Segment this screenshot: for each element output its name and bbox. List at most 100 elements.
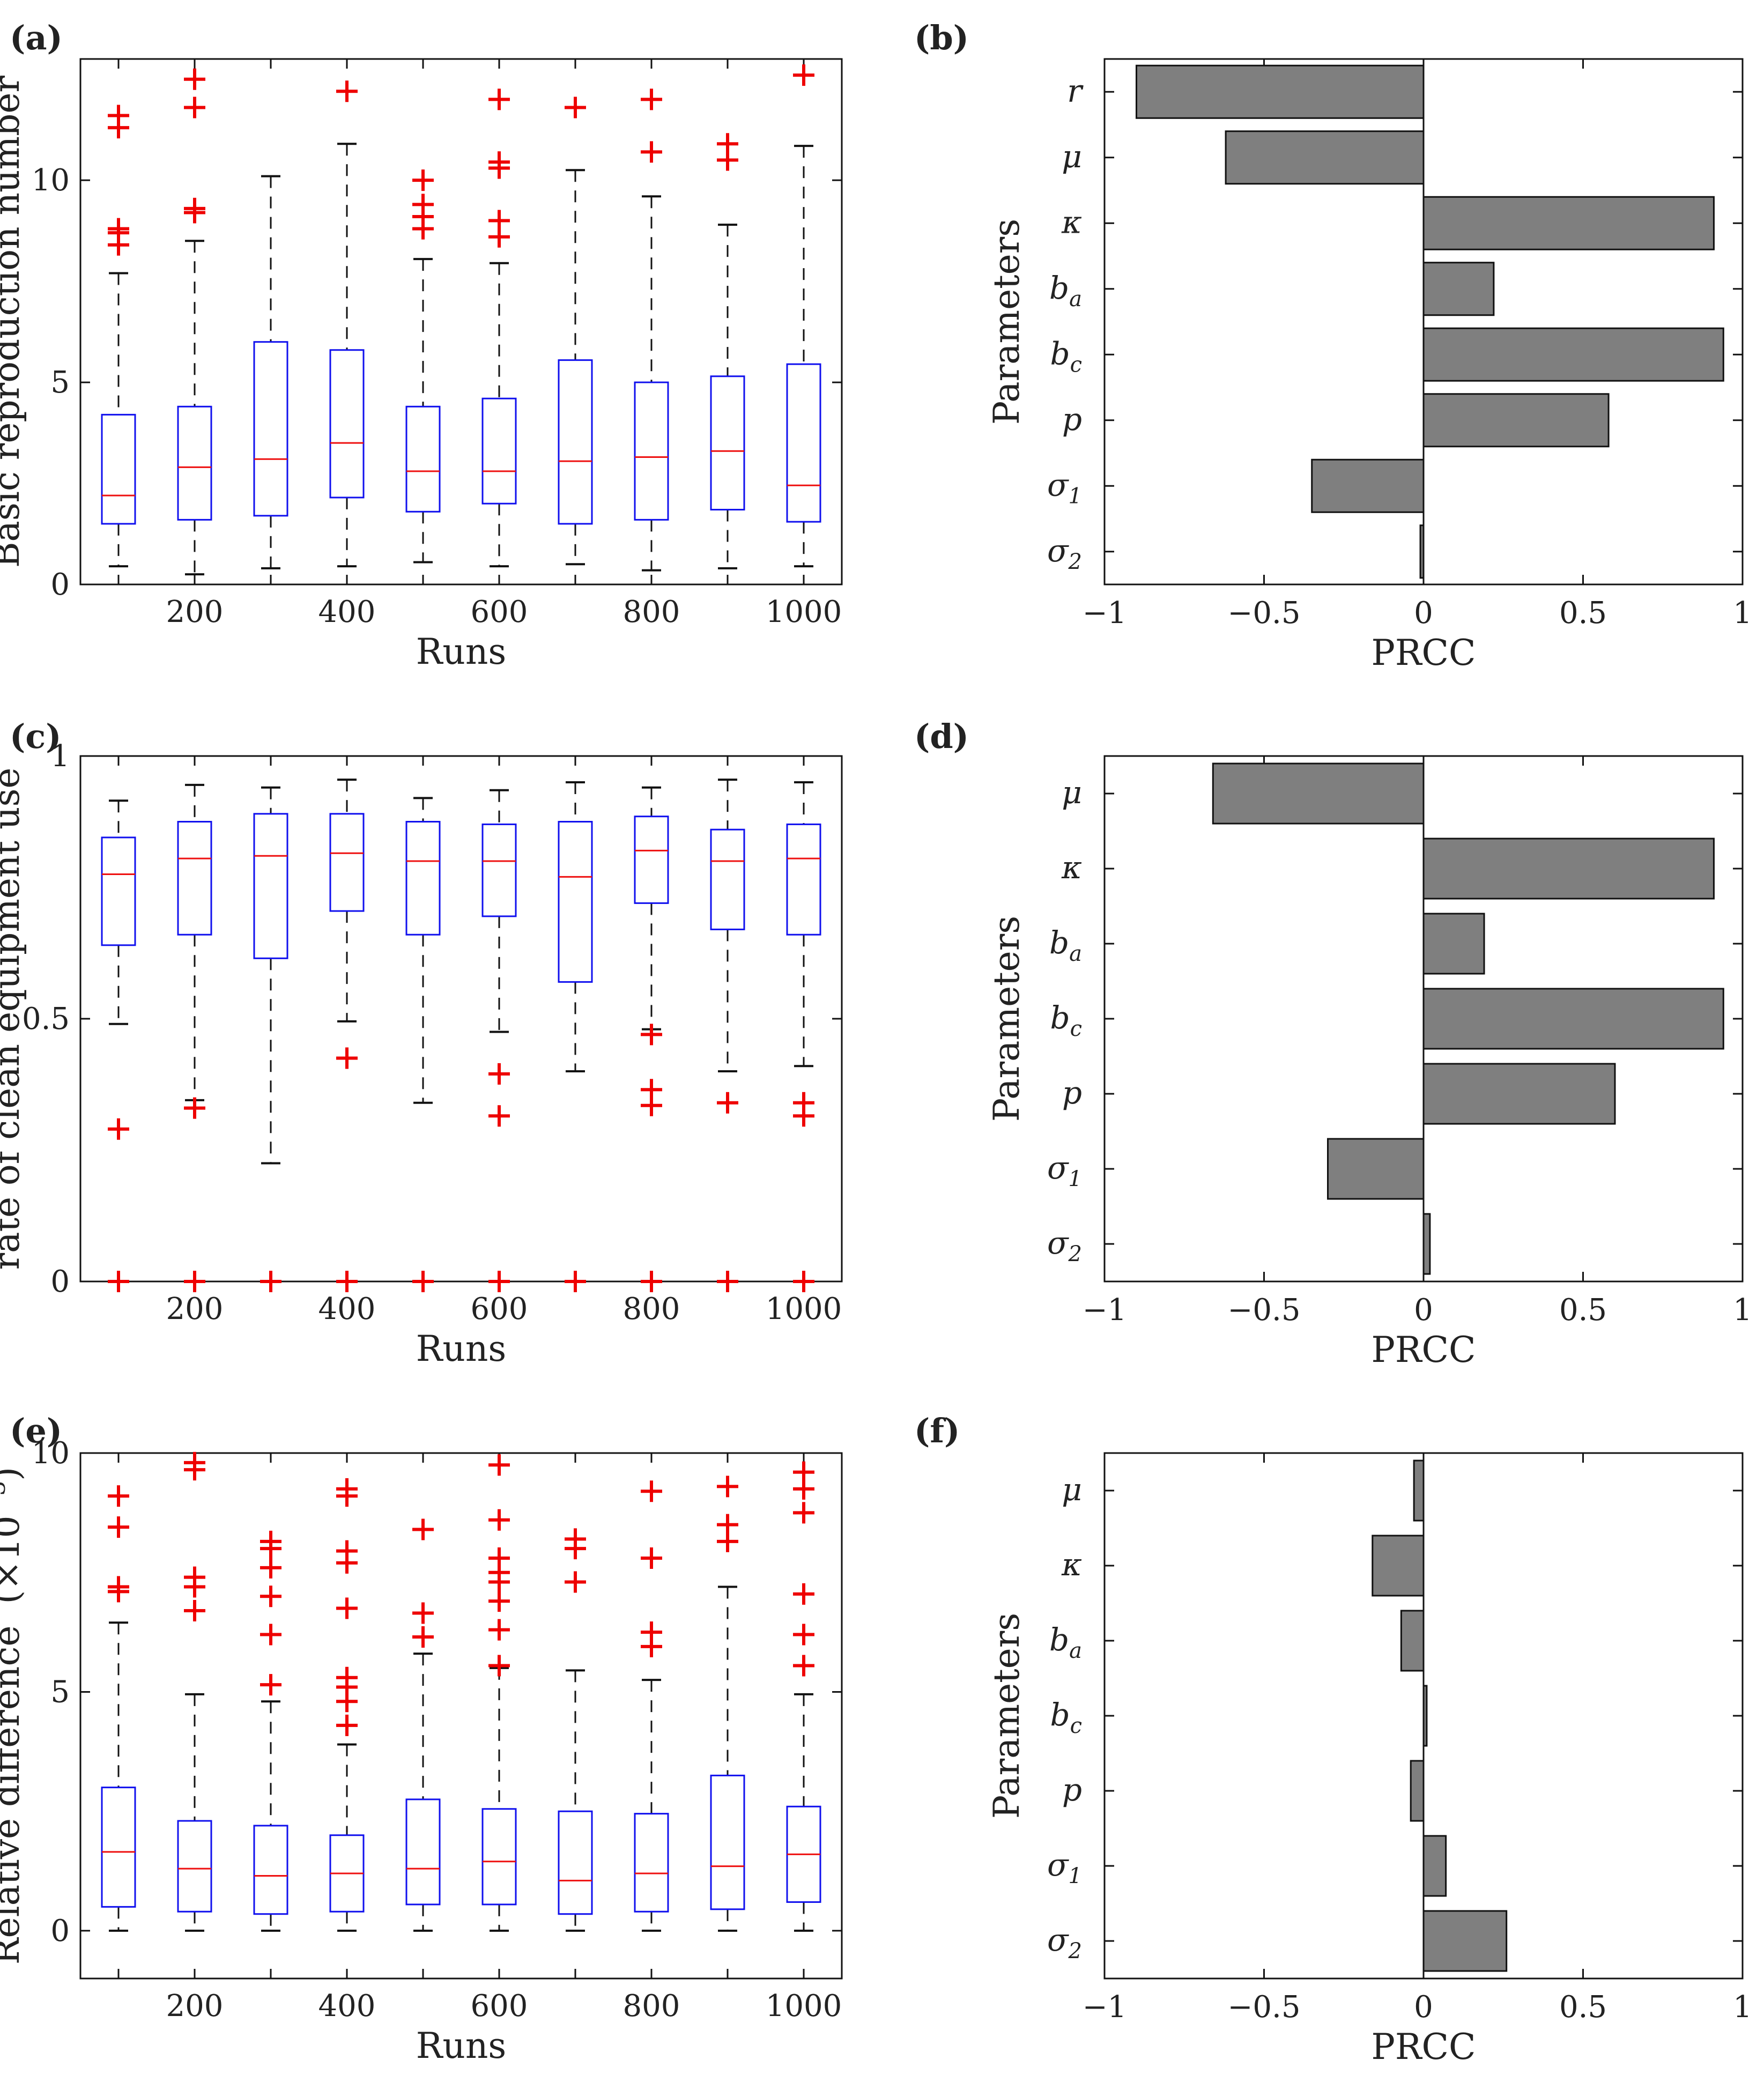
prcc-bar: [1422, 1063, 1616, 1125]
outlier-marker: [641, 1024, 662, 1046]
parameter-label: r: [1067, 72, 1084, 109]
y-axis-label: Parameters: [986, 1613, 1027, 1819]
parameter-symbol: σ: [1047, 466, 1069, 503]
box-iqr: [481, 1808, 517, 1906]
y-axis-label: Parameters: [986, 219, 1027, 425]
outlier-marker: [488, 1655, 510, 1677]
parameter-label: σ1: [1047, 1847, 1082, 1888]
box-iqr: [101, 1787, 136, 1908]
outlier-marker: [793, 1478, 814, 1500]
box-iqr: [481, 823, 517, 917]
outlier-marker: [108, 1485, 129, 1507]
prcc-bar: [1212, 762, 1425, 825]
parameter-label: σ2: [1047, 1922, 1082, 1963]
y-tick-label: 1: [50, 739, 70, 774]
parameter-symbol: σ: [1047, 1150, 1069, 1186]
x-tick-label: 0: [1414, 1293, 1433, 1328]
parameter-subscript: c: [1070, 1714, 1082, 1738]
outlier-marker: [717, 149, 738, 171]
box-iqr: [405, 1798, 441, 1906]
parameter-label: p: [1062, 401, 1082, 438]
box-iqr: [634, 1813, 669, 1913]
box-iqr: [710, 1774, 745, 1910]
box-iqr: [253, 813, 288, 959]
box-iqr: [558, 1810, 593, 1915]
parameter-symbol: μ: [1062, 138, 1082, 175]
outlier-marker: [565, 97, 586, 118]
y-tick-label: 10: [32, 1436, 70, 1471]
outlier-marker: [488, 1571, 510, 1593]
y-tick-label: 0: [50, 567, 70, 602]
parameter-subscript: c: [1070, 1017, 1082, 1041]
x-tick-label: 1: [1733, 1990, 1752, 2025]
outlier-marker: [641, 1480, 662, 1502]
outlier-marker: [108, 234, 129, 256]
x-tick-label: 400: [318, 1989, 376, 2024]
parameter-subscript: 1: [1069, 1167, 1082, 1191]
prcc-bar: [1422, 988, 1724, 1050]
x-tick-label: 0.5: [1559, 1293, 1607, 1328]
parameter-label: bc: [1050, 1696, 1082, 1738]
outlier-marker: [641, 1635, 662, 1657]
x-tick-label: 200: [166, 1292, 224, 1327]
y-axis-label-text: rate of clean equipment use: [0, 768, 27, 1270]
x-tick-label: 200: [166, 595, 224, 629]
parameter-label: κ: [1061, 204, 1082, 240]
outlier-marker: [717, 1092, 738, 1114]
panel-a-boxplot: (a) 0 5 10 200 400 600 800 1000 Runs Basic reprodu…: [0, 18, 843, 672]
outlier-marker: [260, 1674, 281, 1696]
parameter-label: ba: [1049, 1621, 1082, 1663]
x-tick-label: −1: [1083, 596, 1127, 631]
x-tick-label: 400: [318, 595, 376, 629]
parameter-label: σ1: [1047, 1150, 1082, 1191]
outlier-marker: [184, 1459, 205, 1481]
outlier-marker: [793, 1655, 814, 1677]
x-tick-label: 600: [471, 595, 528, 629]
panel-c-boxplot: (c) 0 0.5 1 200 400 600 800 1000 Runs rate of clea…: [0, 717, 843, 1369]
parameter-subscript: a: [1069, 942, 1082, 966]
outlier-marker: [108, 1271, 129, 1292]
x-tick-label: 0.5: [1559, 596, 1607, 631]
outlier-marker: [260, 1271, 281, 1292]
outlier-marker: [108, 1118, 129, 1140]
outlier-marker: [641, 88, 662, 110]
x-axis-label: Runs: [416, 1328, 507, 1369]
plot-frame: [79, 1452, 843, 1980]
parameter-symbol: p: [1062, 1772, 1082, 1808]
x-axis-label: Runs: [416, 631, 507, 672]
parameter-symbol: p: [1062, 1075, 1082, 1111]
outlier-marker: [260, 1557, 281, 1579]
y-axis-label-text: Basic reproduction number: [0, 76, 27, 568]
outlier-marker: [336, 1485, 358, 1507]
parameter-symbol: σ: [1047, 1847, 1069, 1883]
box-iqr: [710, 375, 745, 511]
x-axis-label: PRCC: [1371, 1329, 1476, 1370]
parameter-label: μ: [1062, 138, 1082, 175]
prcc-bar: [1327, 1138, 1425, 1200]
prcc-bar: [1225, 130, 1425, 185]
x-axis-label: PRCC: [1371, 632, 1476, 673]
outlier-marker: [641, 141, 662, 163]
parameter-label: κ: [1061, 1546, 1082, 1583]
outlier-marker: [184, 202, 205, 224]
prcc-bar: [1372, 1535, 1425, 1597]
outlier-marker: [488, 157, 510, 179]
y-axis-label: Parameters: [986, 916, 1027, 1122]
parameter-label: ba: [1049, 924, 1082, 966]
box-iqr: [329, 349, 365, 499]
parameter-symbol: b: [1050, 335, 1070, 372]
prcc-bar: [1422, 1910, 1508, 1972]
outlier-marker: [488, 1063, 510, 1085]
outlier-marker: [108, 105, 129, 127]
parameter-symbol: σ: [1047, 1225, 1069, 1261]
prcc-bar: [1422, 1213, 1431, 1275]
parameter-subscript: 2: [1068, 1939, 1082, 1963]
x-tick-label: 1: [1733, 1293, 1752, 1328]
x-tick-label: 600: [471, 1989, 528, 2024]
box-iqr: [405, 821, 441, 936]
outlier-marker: [793, 1271, 814, 1292]
outlier-marker: [641, 1271, 662, 1292]
prcc-bar: [1410, 1760, 1425, 1822]
